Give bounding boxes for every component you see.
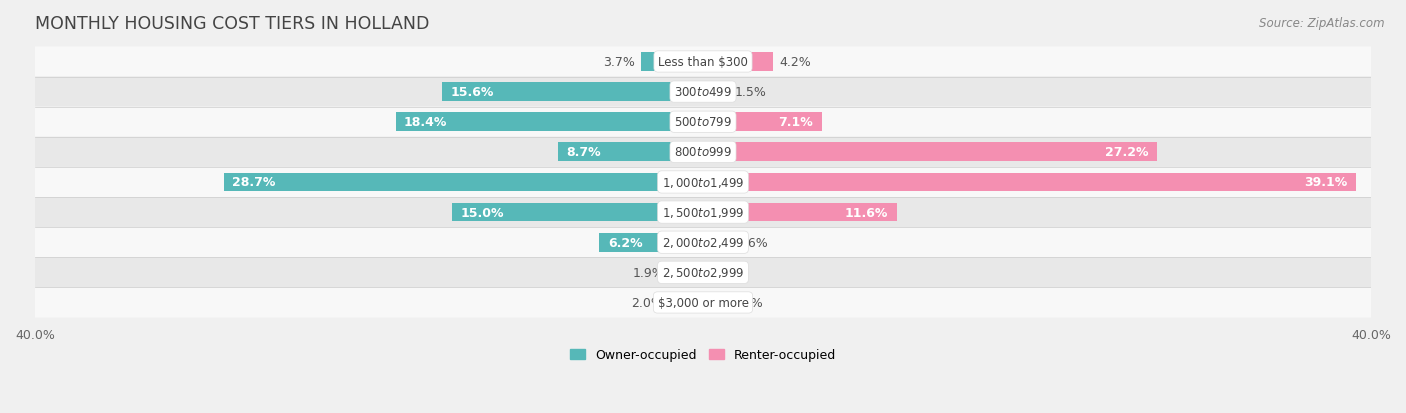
Text: 28.7%: 28.7% (232, 176, 276, 189)
Bar (703, 83, 728, 102)
Text: $800 to $999: $800 to $999 (673, 146, 733, 159)
Text: $1,500 to $1,999: $1,500 to $1,999 (662, 206, 744, 220)
Text: 6.2%: 6.2% (607, 236, 643, 249)
Bar (703, 143, 1157, 162)
Text: MONTHLY HOUSING COST TIERS IN HOLLAND: MONTHLY HOUSING COST TIERS IN HOLLAND (35, 15, 429, 33)
Text: Less than $300: Less than $300 (658, 56, 748, 69)
Text: 1.3%: 1.3% (731, 296, 763, 309)
Text: 39.1%: 39.1% (1305, 176, 1348, 189)
Text: 15.6%: 15.6% (451, 86, 494, 99)
Text: $1,000 to $1,499: $1,000 to $1,499 (662, 176, 744, 190)
Bar (395, 113, 703, 132)
Bar (558, 143, 703, 162)
Text: Source: ZipAtlas.com: Source: ZipAtlas.com (1260, 17, 1385, 29)
Text: 0.3%: 0.3% (714, 266, 747, 279)
Text: 15.0%: 15.0% (461, 206, 505, 219)
FancyBboxPatch shape (35, 168, 1371, 197)
Text: 1.9%: 1.9% (633, 266, 665, 279)
Text: 1.6%: 1.6% (737, 236, 768, 249)
Bar (453, 203, 703, 222)
Text: 27.2%: 27.2% (1105, 146, 1149, 159)
Bar (641, 53, 703, 71)
Bar (669, 293, 703, 312)
Bar (599, 233, 703, 252)
Text: 1.5%: 1.5% (735, 86, 766, 99)
Bar (703, 53, 773, 71)
Legend: Owner-occupied, Renter-occupied: Owner-occupied, Renter-occupied (565, 343, 841, 366)
Text: $300 to $499: $300 to $499 (673, 86, 733, 99)
Bar (703, 113, 821, 132)
Bar (671, 263, 703, 282)
Bar (443, 83, 703, 102)
FancyBboxPatch shape (35, 107, 1371, 138)
Bar (703, 173, 1355, 192)
FancyBboxPatch shape (35, 47, 1371, 77)
Text: 3.7%: 3.7% (603, 56, 634, 69)
FancyBboxPatch shape (35, 77, 1371, 107)
FancyBboxPatch shape (35, 288, 1371, 318)
Text: $2,500 to $2,999: $2,500 to $2,999 (662, 266, 744, 280)
Bar (224, 173, 703, 192)
Text: 2.0%: 2.0% (631, 296, 662, 309)
Bar (703, 263, 709, 282)
Text: $500 to $799: $500 to $799 (673, 116, 733, 129)
FancyBboxPatch shape (35, 228, 1371, 258)
Text: 11.6%: 11.6% (845, 206, 889, 219)
Bar (703, 233, 730, 252)
Text: $2,000 to $2,499: $2,000 to $2,499 (662, 236, 744, 249)
FancyBboxPatch shape (35, 258, 1371, 288)
Text: 7.1%: 7.1% (779, 116, 813, 129)
FancyBboxPatch shape (35, 138, 1371, 168)
Text: $3,000 or more: $3,000 or more (658, 296, 748, 309)
Bar (703, 203, 897, 222)
Text: 8.7%: 8.7% (567, 146, 600, 159)
Bar (703, 293, 724, 312)
Text: 4.2%: 4.2% (780, 56, 811, 69)
FancyBboxPatch shape (35, 197, 1371, 228)
Text: 18.4%: 18.4% (404, 116, 447, 129)
